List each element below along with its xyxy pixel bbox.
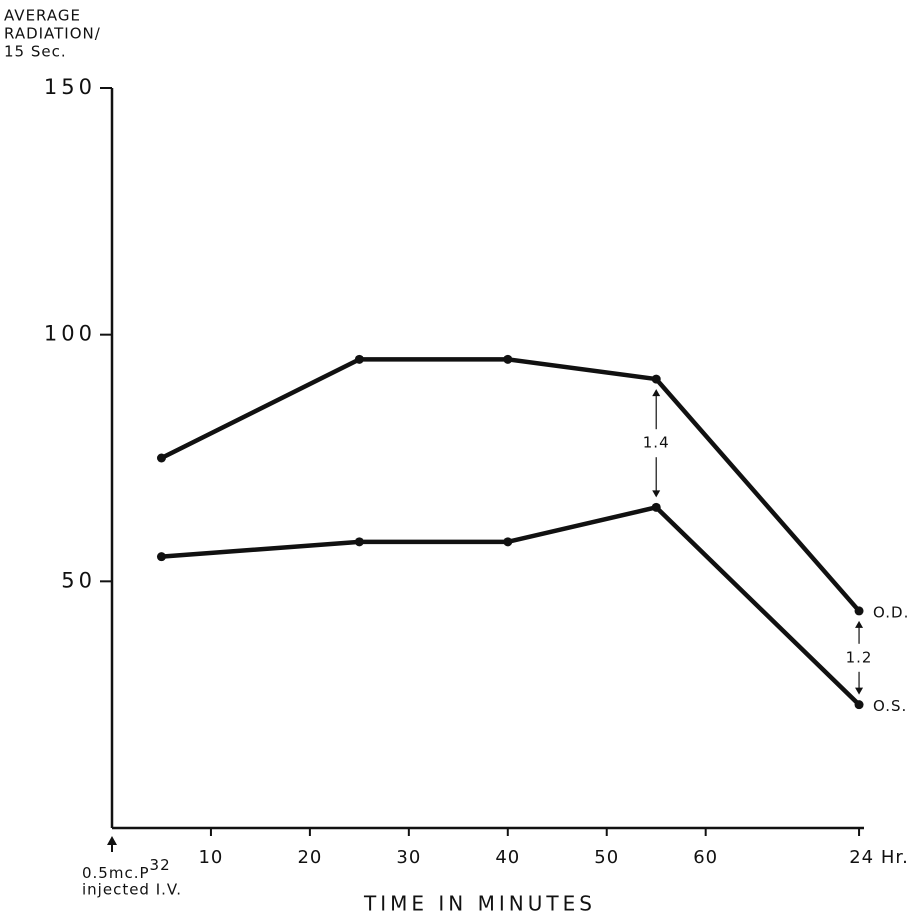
data-point	[503, 537, 513, 547]
x-tick-label: 20	[297, 847, 322, 868]
arrowhead	[652, 490, 661, 498]
y-tick-label: 50	[61, 568, 96, 592]
y-tick-label: 150	[44, 75, 96, 99]
injection-arrowhead	[107, 836, 117, 845]
series-label: O.S.	[873, 697, 907, 715]
data-point	[354, 354, 364, 364]
y-axis-label: 15 Sec.	[4, 43, 67, 61]
injection-superscript: 32	[150, 856, 171, 874]
injection-note: 0.5mc.P32	[82, 856, 171, 882]
data-point	[854, 606, 864, 616]
arrowhead	[855, 620, 864, 628]
x-axis-label: TIME IN MINUTES	[363, 892, 596, 916]
x-tick-label: 10	[198, 847, 223, 868]
x-tick-label: 60	[693, 847, 718, 868]
arrowhead	[652, 389, 661, 397]
arrowhead	[855, 687, 864, 695]
y-axis-label: AVERAGE	[4, 7, 81, 25]
data-point	[651, 502, 661, 512]
x-tick-label: 40	[495, 847, 520, 868]
data-point	[854, 700, 864, 710]
x-tick-label: 24 Hr.	[849, 847, 909, 868]
annotation: 1.2	[846, 648, 873, 666]
data-point	[503, 354, 513, 364]
data-point	[156, 552, 166, 562]
series-label: O.D.	[873, 603, 909, 621]
injection-text: 0.5mc.P	[82, 864, 150, 882]
data-point	[354, 537, 364, 547]
data-point	[651, 374, 661, 384]
data-point	[156, 453, 166, 463]
y-tick-label: 100	[44, 322, 96, 346]
injection-note: injected I.V.	[82, 881, 182, 899]
y-axis-label: RADIATION/	[4, 25, 101, 43]
annotation: 1.4	[643, 434, 670, 452]
x-tick-label: 30	[396, 847, 421, 868]
x-tick-label: 50	[594, 847, 619, 868]
